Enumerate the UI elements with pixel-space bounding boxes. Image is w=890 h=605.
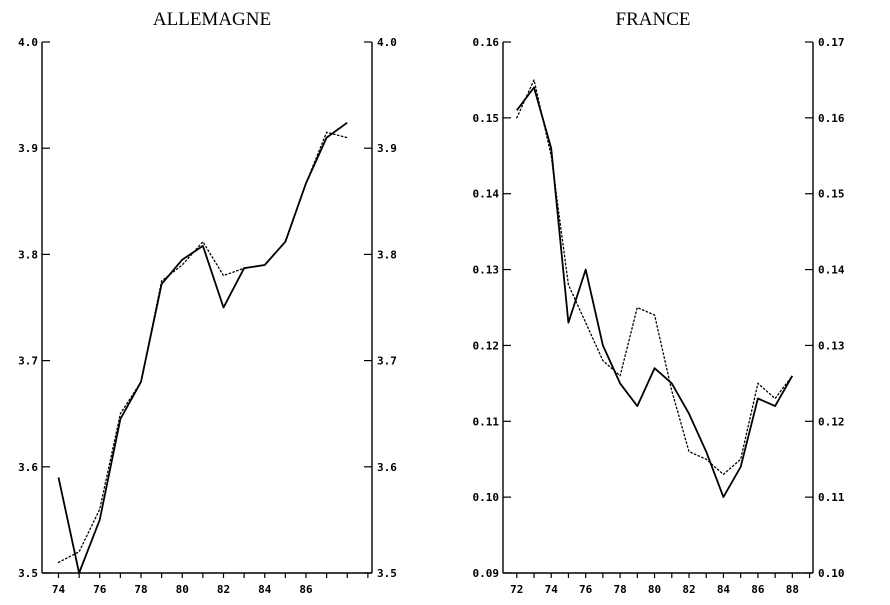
y-tick-label-right: 0.10 [818,567,845,580]
panel-title: ALLEMAGNE [153,9,271,30]
x-tick-label: 72 [510,583,523,596]
y-tick-label-left: 4.0 [18,36,38,49]
x-tick-label: 76 [579,583,593,596]
x-tick-label: 74 [52,583,66,596]
x-tick-label: 84 [717,583,731,596]
panel-title: FRANCE [616,9,691,30]
x-tick-label: 76 [93,583,107,596]
series-line-dotted [57,131,348,564]
y-tick-label-left: 3.9 [18,142,38,155]
x-tick-label: 80 [648,583,661,596]
panel-france: FRANCE 0.09 0.10 0.11 0.12 0.13 0.14 0.15 0.16 0… [473,9,845,596]
y-tick-label-right: 3.9 [377,142,397,155]
y-tick-label-right: 3.7 [377,355,397,368]
x-tick-label: 82 [682,583,695,596]
x-tick-label: 78 [134,583,147,596]
panel-allemagne: ALLEMAGNE 3.5 3.6 3.7 3.8 3.9 4.0 3.5 3.6 3.7 3.8… [18,9,397,596]
y-tick-label-left: 0.13 [473,264,500,277]
y-tick-label-right: 0.16 [818,112,845,125]
y-tick-label-left: 0.11 [473,415,500,428]
x-tick-label: 74 [545,583,559,596]
y-tick-label-left: 0.09 [473,567,500,580]
series-line-dotted [516,77,793,476]
x-tick-label: 78 [613,583,626,596]
series-line-solid [57,121,348,574]
y-tick-label-right: 3.5 [377,567,397,580]
y-tick-label-left: 0.10 [473,491,500,504]
y-tick-label-right: 3.6 [377,461,397,474]
y-tick-label-left: 0.16 [473,36,500,49]
y-tick-label-left: 3.6 [18,461,38,474]
x-tick-label: 86 [299,583,313,596]
y-tick-label-right: 4.0 [377,36,397,49]
x-tick-label: 80 [176,583,189,596]
series-line-solid [516,86,794,499]
y-tick-label-right: 0.15 [818,188,845,201]
x-tick-label: 88 [786,583,799,596]
y-tick-label-left: 0.15 [473,112,500,125]
y-tick-label-left: 3.5 [18,567,38,580]
y-tick-label-right: 0.13 [818,339,845,352]
y-tick-label-right: 0.17 [818,36,845,49]
y-tick-label-right: 0.12 [818,415,845,428]
y-tick-label-right: 0.14 [818,264,845,277]
x-tick-label: 86 [751,583,765,596]
y-tick-label-left: 3.8 [18,248,38,261]
y-tick-label-left: 3.7 [18,355,38,368]
y-tick-label-right: 0.11 [818,491,845,504]
y-tick-label-left: 0.12 [473,339,500,352]
x-tick-label: 82 [217,583,230,596]
x-tick-label: 84 [258,583,272,596]
y-tick-label-left: 0.14 [473,188,500,201]
y-tick-label-right: 3.8 [377,248,397,261]
